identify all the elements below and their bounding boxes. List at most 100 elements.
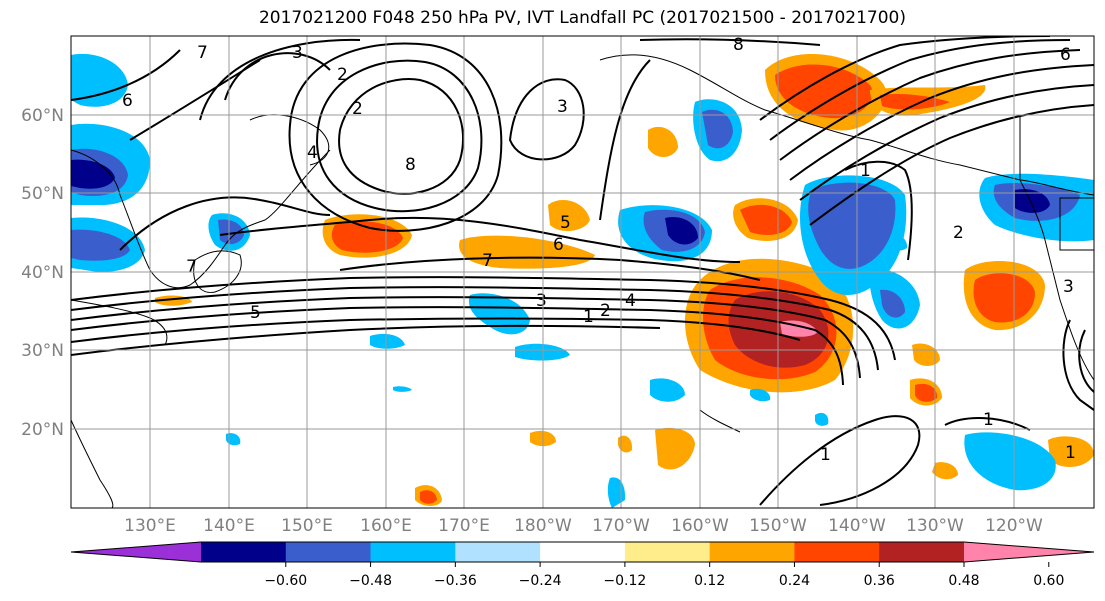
latitude-labels: 60°N 50°N 40°N 30°N 20°N xyxy=(21,106,64,440)
pv-contour xyxy=(789,64,1094,181)
anomaly-blob xyxy=(459,235,595,269)
lon-label: 160°W xyxy=(671,516,729,536)
colorbar-segment xyxy=(455,542,541,562)
lon-label: 170°E xyxy=(438,516,490,536)
colorbar-segment xyxy=(285,542,372,562)
lat-label: 60°N xyxy=(21,106,64,126)
pv-contour xyxy=(288,42,503,232)
contour-label: 7 xyxy=(186,257,197,277)
anomaly-blob xyxy=(880,289,905,318)
contour-label: 1 xyxy=(860,161,871,181)
anomaly-blob xyxy=(740,204,792,235)
pv-contour xyxy=(944,417,1031,431)
colorbar-tick-labels: −0.60 −0.48 −0.36 −0.24 −0.12 0.12 0.24 0.36 0.4… xyxy=(264,562,1064,589)
anomaly-blob xyxy=(548,200,590,232)
lon-label: 120°W xyxy=(985,516,1043,536)
lon-label: 130°E xyxy=(124,516,176,536)
contour-label: 1 xyxy=(583,307,594,327)
coastline xyxy=(71,419,114,508)
pv-contour xyxy=(71,276,896,361)
anomaly-blob xyxy=(393,386,412,392)
contour-label: 6 xyxy=(122,91,133,111)
pv-contour xyxy=(71,49,181,101)
pv-contour xyxy=(844,160,913,261)
anomaly-blob xyxy=(218,219,244,245)
anomaly-blob xyxy=(1048,436,1094,467)
anomaly-blob xyxy=(226,433,241,446)
lon-label: 150°W xyxy=(749,516,807,536)
pv-contour xyxy=(339,256,761,281)
lon-label: 130°W xyxy=(906,516,964,536)
lat-label: 50°N xyxy=(21,184,64,204)
contour-label: 3 xyxy=(536,291,547,311)
pv-contour xyxy=(639,38,821,46)
contour-label: 2 xyxy=(337,65,348,85)
anomaly-blob xyxy=(932,462,958,480)
anomaly-blob xyxy=(655,427,695,470)
contour-label: 3 xyxy=(557,97,568,117)
pv-contour xyxy=(1062,319,1094,411)
coastline xyxy=(193,250,242,293)
pv-contour xyxy=(71,286,879,371)
anomaly-blob xyxy=(973,273,1035,323)
pv-contour xyxy=(769,39,1071,141)
contour-label: 6 xyxy=(1060,45,1071,65)
pv-contour xyxy=(759,36,1051,121)
pv-contour xyxy=(71,306,844,386)
colorbar-segment xyxy=(709,542,795,562)
colorbar-segment xyxy=(879,542,965,562)
lon-label: 140°W xyxy=(828,516,886,536)
contour-label: 4 xyxy=(307,143,318,163)
anomaly-blob xyxy=(890,234,908,251)
anomaly-blob xyxy=(71,159,115,189)
lon-label: 140°E xyxy=(203,516,255,536)
anomaly-blob xyxy=(964,432,1056,491)
contour-label: 7 xyxy=(482,251,493,271)
lon-label: 180°W xyxy=(514,516,572,536)
colorbar-tick-label: −0.24 xyxy=(519,573,562,589)
pv-contour xyxy=(779,49,1081,161)
contour-label: 1 xyxy=(1065,443,1076,463)
anomaly-blob xyxy=(1015,189,1050,213)
contour-label: 3 xyxy=(1063,277,1074,297)
lon-label: 170°W xyxy=(592,516,650,536)
pv-contour xyxy=(338,78,465,195)
positive-anomaly-shading xyxy=(155,53,1094,506)
pv-contour xyxy=(71,296,861,379)
anomaly-blob xyxy=(808,182,896,269)
pv-contour xyxy=(71,324,661,356)
anomaly-blob xyxy=(702,109,733,149)
colorbar-tick-label: 0.24 xyxy=(779,573,810,589)
coastline xyxy=(1019,179,1094,381)
coastline xyxy=(71,149,331,289)
pv-contours xyxy=(71,36,1094,506)
contour-label: 2 xyxy=(352,99,363,119)
contour-label: 8 xyxy=(405,155,416,175)
colorbar-extend-max xyxy=(964,542,1094,562)
pv-contour xyxy=(129,59,261,141)
longitude-labels: 130°E 140°E 150°E 160°E 170°E 180°W 170°… xyxy=(124,516,1043,536)
contour-label: 7 xyxy=(197,43,208,63)
contour-label: 3 xyxy=(292,43,303,63)
anomaly-blob xyxy=(915,383,938,402)
coastline xyxy=(699,409,741,433)
contour-label: 1 xyxy=(983,410,994,430)
anomaly-blob xyxy=(912,343,940,366)
colorbar-tick-label: −0.12 xyxy=(603,573,646,589)
lat-label: 30°N xyxy=(21,341,64,361)
anomaly-blob xyxy=(775,64,873,119)
contour-label: 6 xyxy=(553,235,564,255)
colorbar-tick-label: −0.36 xyxy=(434,573,477,589)
contour-label: 8 xyxy=(733,35,744,55)
pv-contour xyxy=(219,216,741,263)
pv-contour xyxy=(508,78,585,161)
colorbar-segment xyxy=(201,542,287,562)
pv-contour xyxy=(316,59,483,213)
colorbar xyxy=(70,541,1095,563)
anomaly-blob xyxy=(468,293,530,335)
contour-label: 5 xyxy=(250,303,261,323)
colorbar-extend-min xyxy=(71,542,201,562)
contour-labels: 7 3 2 6 8 3 8 6 2 1 4 7 5 6 7 5 3 2 4 1 … xyxy=(122,35,1076,465)
colorbar-segment xyxy=(624,542,711,562)
